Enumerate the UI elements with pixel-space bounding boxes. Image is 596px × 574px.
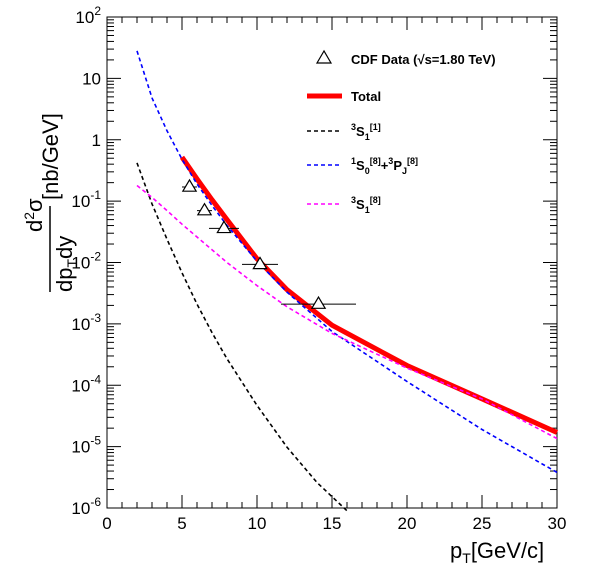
x-tick-label: 5	[177, 514, 186, 533]
legend: CDF Data (√s=1.80 TeV) Total 3S1[1] 1S0[8]+…	[307, 49, 496, 215]
legend-label-s8: 3S1[8]	[351, 195, 381, 215]
y-tick-labels: 10-6 10-5 10-4 10-3 10-2 10-1 1 10 102	[71, 4, 101, 518]
data-point	[181, 178, 198, 192]
y-tick-label: 10-4	[71, 372, 101, 395]
x-tick-label: 10	[248, 514, 267, 533]
data-point	[252, 256, 268, 270]
data-point	[216, 220, 232, 234]
svg-text:dpTdy: dpTdy	[52, 236, 80, 292]
svg-text:d2σ: d2σ	[21, 198, 47, 232]
series-line-0	[179, 155, 559, 435]
y-tick-label: 10-3	[71, 311, 101, 334]
y-axis-title: d2σ dpTdy [nb/GeV]	[21, 113, 80, 292]
y-tick-label: 10-5	[71, 434, 101, 457]
legend-marker	[315, 49, 333, 64]
curves	[136, 50, 559, 512]
legend-label-s1: 3S1[1]	[351, 122, 381, 142]
cdf-data-points	[181, 178, 356, 309]
legend-label-s0pj: 1S0[8]+3PJ[8]	[351, 156, 418, 176]
x-axis-title: pT[GeV/c]	[450, 538, 544, 566]
y-tick-label: 102	[75, 4, 101, 27]
x-tick-labels: 0 5 10 15 20 25 30	[102, 514, 566, 533]
x-tick-label: 30	[548, 514, 567, 533]
y-tick-label: 10	[82, 69, 101, 88]
x-tick-label: 0	[102, 514, 111, 533]
legend-label-cdf: CDF Data (√s=1.80 TeV)	[351, 52, 496, 67]
data-point	[310, 295, 327, 309]
x-tick-label: 25	[473, 514, 492, 533]
axis-ticks	[106, 17, 558, 509]
legend-label-total: Total	[351, 89, 381, 104]
series-line-3	[136, 184, 558, 440]
y-tick-label: 1	[92, 131, 101, 150]
svg-text:[nb/GeV]: [nb/GeV]	[38, 113, 63, 200]
y-tick-label: 10-1	[71, 188, 101, 211]
y-tick-label: 10-6	[71, 495, 101, 518]
x-tick-label: 20	[398, 514, 417, 533]
y-tick-label: 10-2	[71, 250, 101, 273]
series-line-1	[136, 162, 348, 512]
x-tick-label: 15	[323, 514, 342, 533]
data-point	[196, 202, 213, 216]
series-line-2	[136, 50, 558, 474]
